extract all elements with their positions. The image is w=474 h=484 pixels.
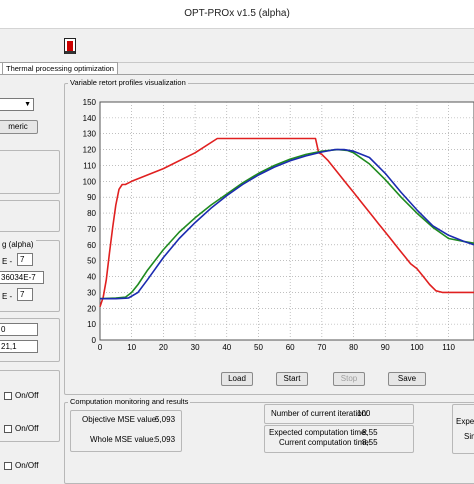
x-axis-ticks: 0 10 20 30 40 50 60 70 80 90 100 110: [98, 343, 456, 352]
y-tick-label: 10: [87, 320, 96, 329]
y-tick-label: 20: [87, 304, 96, 313]
start-button[interactable]: Start: [276, 372, 308, 386]
tab-thermal-processing-optimization[interactable]: Thermal processing optimization: [2, 62, 118, 74]
whole-mse-label: Whole MSE value:: [90, 435, 156, 444]
whole-mse-value: 5,093: [155, 435, 176, 444]
y-tick-label: 0: [92, 336, 97, 345]
iteration-panel: [264, 404, 414, 424]
chevron-down-icon: ▼: [24, 101, 31, 108]
objective-mse-value: 5,093: [155, 415, 176, 424]
value-zero-field[interactable]: 0: [0, 323, 38, 336]
x-tick-label: 60: [286, 343, 295, 352]
x-tick-label: 20: [159, 343, 168, 352]
x-tick-label: 50: [254, 343, 263, 352]
y-axis-ticks: 0 10 20 30 40 50 60 70 80 90 100 110 120 130 140 150: [83, 98, 97, 345]
y-tick-label: 90: [87, 193, 96, 202]
x-tick-label: 0: [98, 343, 103, 352]
y-tick-label: 50: [87, 257, 96, 266]
window-title: OPT-PROx v1.5 (alpha): [0, 0, 474, 29]
exp1-label: E -: [2, 257, 13, 266]
y-tick-label: 100: [83, 177, 97, 186]
y-tick-label: 30: [87, 288, 96, 297]
mse-panel: [70, 410, 182, 452]
time-panel: [264, 425, 414, 453]
iteration-value: 100: [357, 409, 371, 418]
toggle3-checkbox[interactable]: [4, 462, 12, 470]
toggle3-label: On/Off: [15, 461, 39, 470]
monitoring-group-title: Computation monitoring and results: [68, 397, 191, 406]
exp2-label: E -: [2, 292, 13, 301]
series-blue-line: [100, 148, 474, 300]
right-label-expe: Expe: [456, 417, 474, 426]
x-tick-label: 30: [191, 343, 200, 352]
exit-door-icon[interactable]: [64, 38, 76, 54]
y-tick-label: 120: [83, 146, 97, 155]
value-211-field[interactable]: 21,1: [0, 340, 38, 353]
values-groupbox: [0, 318, 60, 362]
chart-group-title: Variable retort profiles visualization: [68, 78, 188, 87]
current-time-value: 8,55: [362, 438, 378, 447]
x-tick-label: 90: [381, 343, 390, 352]
series-layer: [99, 137, 474, 307]
exp1-field[interactable]: 7: [17, 253, 33, 266]
mode-select[interactable]: ▼: [0, 98, 34, 111]
toggles-groupbox: [0, 370, 60, 442]
tab-strip: [0, 62, 474, 75]
save-button[interactable]: Save: [388, 372, 426, 386]
x-tick-label: 80: [349, 343, 358, 352]
x-tick-label: 100: [410, 343, 424, 352]
plot-area: [99, 101, 474, 341]
numeric-button[interactable]: meric: [0, 120, 38, 134]
objective-mse-label: Objective MSE value:: [82, 415, 159, 424]
current-time-label: Current computation time:: [279, 438, 372, 447]
series-red-line: [99, 137, 474, 307]
toggle1-checkbox[interactable]: [4, 392, 12, 400]
chart-groupbox: [64, 83, 474, 395]
toggle1-label: On/Off: [15, 391, 39, 400]
x-tick-label: 110: [442, 343, 455, 352]
toolbar: [0, 29, 474, 63]
grid-layer: [100, 102, 474, 340]
alpha-value-field[interactable]: 36034E-7: [0, 271, 44, 284]
y-tick-label: 110: [83, 161, 96, 170]
right-label-sim: Sim: [464, 432, 474, 441]
chart-svg: 0 10 20 30 40 50 60 70 80 90 100 110 120 130 140 150 0 1…: [83, 98, 474, 352]
toggle2-label: On/Off: [15, 424, 39, 433]
alpha-group-label: g (alpha): [0, 240, 36, 249]
expected-time-value: 8,55: [362, 428, 378, 437]
x-tick-label: 10: [127, 343, 136, 352]
y-tick-label: 80: [87, 209, 96, 218]
x-tick-label: 40: [222, 343, 231, 352]
y-tick-label: 150: [83, 98, 97, 107]
y-tick-label: 60: [87, 241, 96, 250]
y-tick-label: 130: [83, 130, 97, 139]
y-tick-label: 70: [87, 225, 96, 234]
iteration-label: Number of current iteration:: [271, 409, 369, 418]
toggle2-checkbox[interactable]: [4, 425, 12, 433]
left-groupbox-2: [0, 200, 60, 232]
right-panel: [452, 404, 474, 454]
exp2-field[interactable]: 7: [17, 288, 33, 301]
x-tick-label: 70: [317, 343, 326, 352]
y-tick-label: 140: [83, 114, 97, 123]
left-groupbox-1: [0, 150, 60, 194]
stop-button[interactable]: Stop: [333, 372, 365, 386]
y-tick-label: 40: [87, 273, 96, 282]
expected-time-label: Expected computation time:: [269, 428, 368, 437]
load-button[interactable]: Load: [221, 372, 253, 386]
series-green-line: [99, 148, 474, 300]
